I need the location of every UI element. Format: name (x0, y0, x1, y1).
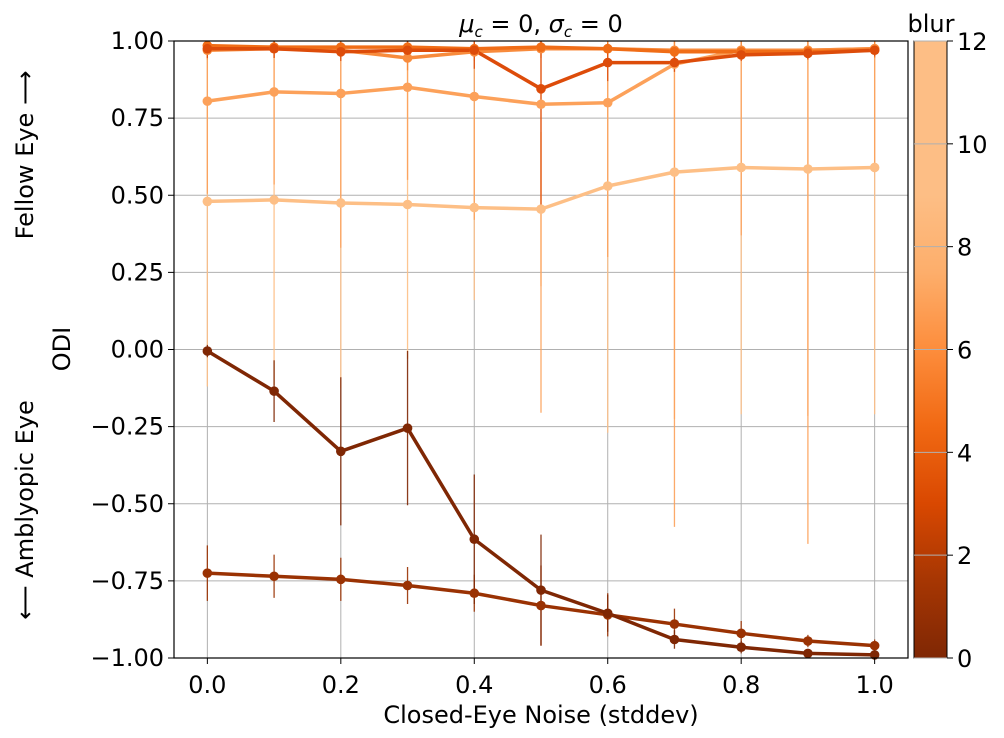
x-tick-label: 0.6 (589, 671, 627, 699)
data-point (336, 46, 346, 57)
data-point (803, 636, 813, 646)
data-point (602, 57, 613, 68)
colorbar-tick-label: 8 (957, 234, 972, 262)
data-point (202, 96, 213, 106)
x-axis-label: Closed-Eye Noise (stddev) (383, 701, 698, 729)
data-point (669, 57, 680, 68)
data-point (869, 650, 880, 660)
data-point (602, 97, 613, 108)
x-axis-ticks: 0.0 0.2 0.4 0.6 0.8 1.0 (188, 658, 894, 699)
colorbar-tick-label: 4 (957, 439, 972, 467)
amblyopic-eye-label: ⟵ Amblyopic Eye (11, 400, 39, 619)
data-point (336, 574, 346, 585)
data-point (269, 195, 279, 205)
data-point (669, 634, 680, 645)
x-tick-label: 1.0 (856, 671, 894, 699)
colorbar-tick-label: 2 (957, 542, 972, 570)
colorbar-label: blur (908, 10, 955, 38)
colorbar-tick-label: 10 (957, 131, 988, 159)
data-point (536, 84, 546, 94)
colorbar-ticks: 0 2 4 6 8 10 12 (914, 28, 988, 673)
data-point (402, 423, 413, 433)
y-tick-label: 0.25 (111, 258, 164, 286)
data-point (202, 43, 213, 54)
data-point (869, 45, 880, 56)
data-point (269, 386, 279, 396)
data-point (469, 45, 480, 56)
data-point (202, 346, 213, 356)
data-point (602, 608, 613, 619)
data-point (669, 46, 680, 57)
colorbar: 0 2 4 6 8 10 12 blur (908, 10, 988, 673)
data-point (736, 628, 746, 639)
data-point (803, 164, 813, 174)
chart-title: μc = 0, σc = 0 (458, 10, 623, 41)
data-point (469, 588, 480, 599)
data-point (402, 53, 413, 63)
data-point (869, 640, 880, 651)
data-point (202, 196, 213, 207)
colorbar-tick-label: 12 (957, 28, 988, 56)
data-point (536, 585, 546, 595)
data-point (602, 43, 613, 54)
data-point (402, 82, 413, 93)
data-point (469, 91, 480, 102)
data-point (269, 43, 279, 54)
data-point (469, 202, 480, 213)
data-point (736, 50, 746, 60)
data-point (669, 167, 680, 177)
data-point (269, 571, 279, 582)
y-tick-label: 0.75 (111, 104, 164, 132)
data-point (336, 88, 346, 99)
x-tick-label: 0.2 (322, 671, 360, 699)
y-tick-label: 1.00 (111, 27, 164, 55)
data-point (803, 48, 813, 59)
x-tick-label: 0.8 (722, 671, 760, 699)
data-point (536, 204, 546, 214)
y-tick-label: 0.50 (111, 181, 164, 209)
data-point (202, 568, 213, 578)
y-tick-label: −0.50 (90, 490, 164, 518)
fellow-eye-label: Fellow Eye ⟶ (11, 71, 39, 240)
data-point (336, 446, 346, 457)
colorbar-tick-label: 0 (957, 645, 972, 673)
y-tick-label: −0.25 (90, 413, 164, 441)
data-point (536, 600, 546, 611)
data-point (736, 642, 746, 653)
data-point (736, 162, 746, 173)
data-point (602, 181, 613, 191)
y-tick-label: 0.00 (111, 336, 164, 364)
colorbar-tick-label: 6 (957, 337, 972, 365)
data-point (869, 162, 880, 173)
y-axis-label: ODI (48, 327, 76, 371)
data-point (402, 199, 413, 210)
data-point (803, 648, 813, 659)
data-point (269, 87, 279, 97)
y-tick-label: −1.00 (90, 644, 164, 672)
data-point (536, 42, 546, 52)
y-tick-label: −0.75 (90, 567, 164, 595)
data-point (402, 580, 413, 591)
x-tick-label: 0.0 (188, 671, 226, 699)
series-points (202, 40, 880, 660)
data-point (469, 534, 480, 545)
data-point (669, 619, 680, 629)
data-point (402, 45, 413, 56)
x-tick-label: 0.4 (455, 671, 493, 699)
y-axis-ticks: −1.00 −0.75 −0.50 −0.25 0.00 0.25 0.50 0.75 1.00 (90, 27, 174, 672)
data-point (536, 99, 546, 110)
data-point (336, 198, 346, 208)
